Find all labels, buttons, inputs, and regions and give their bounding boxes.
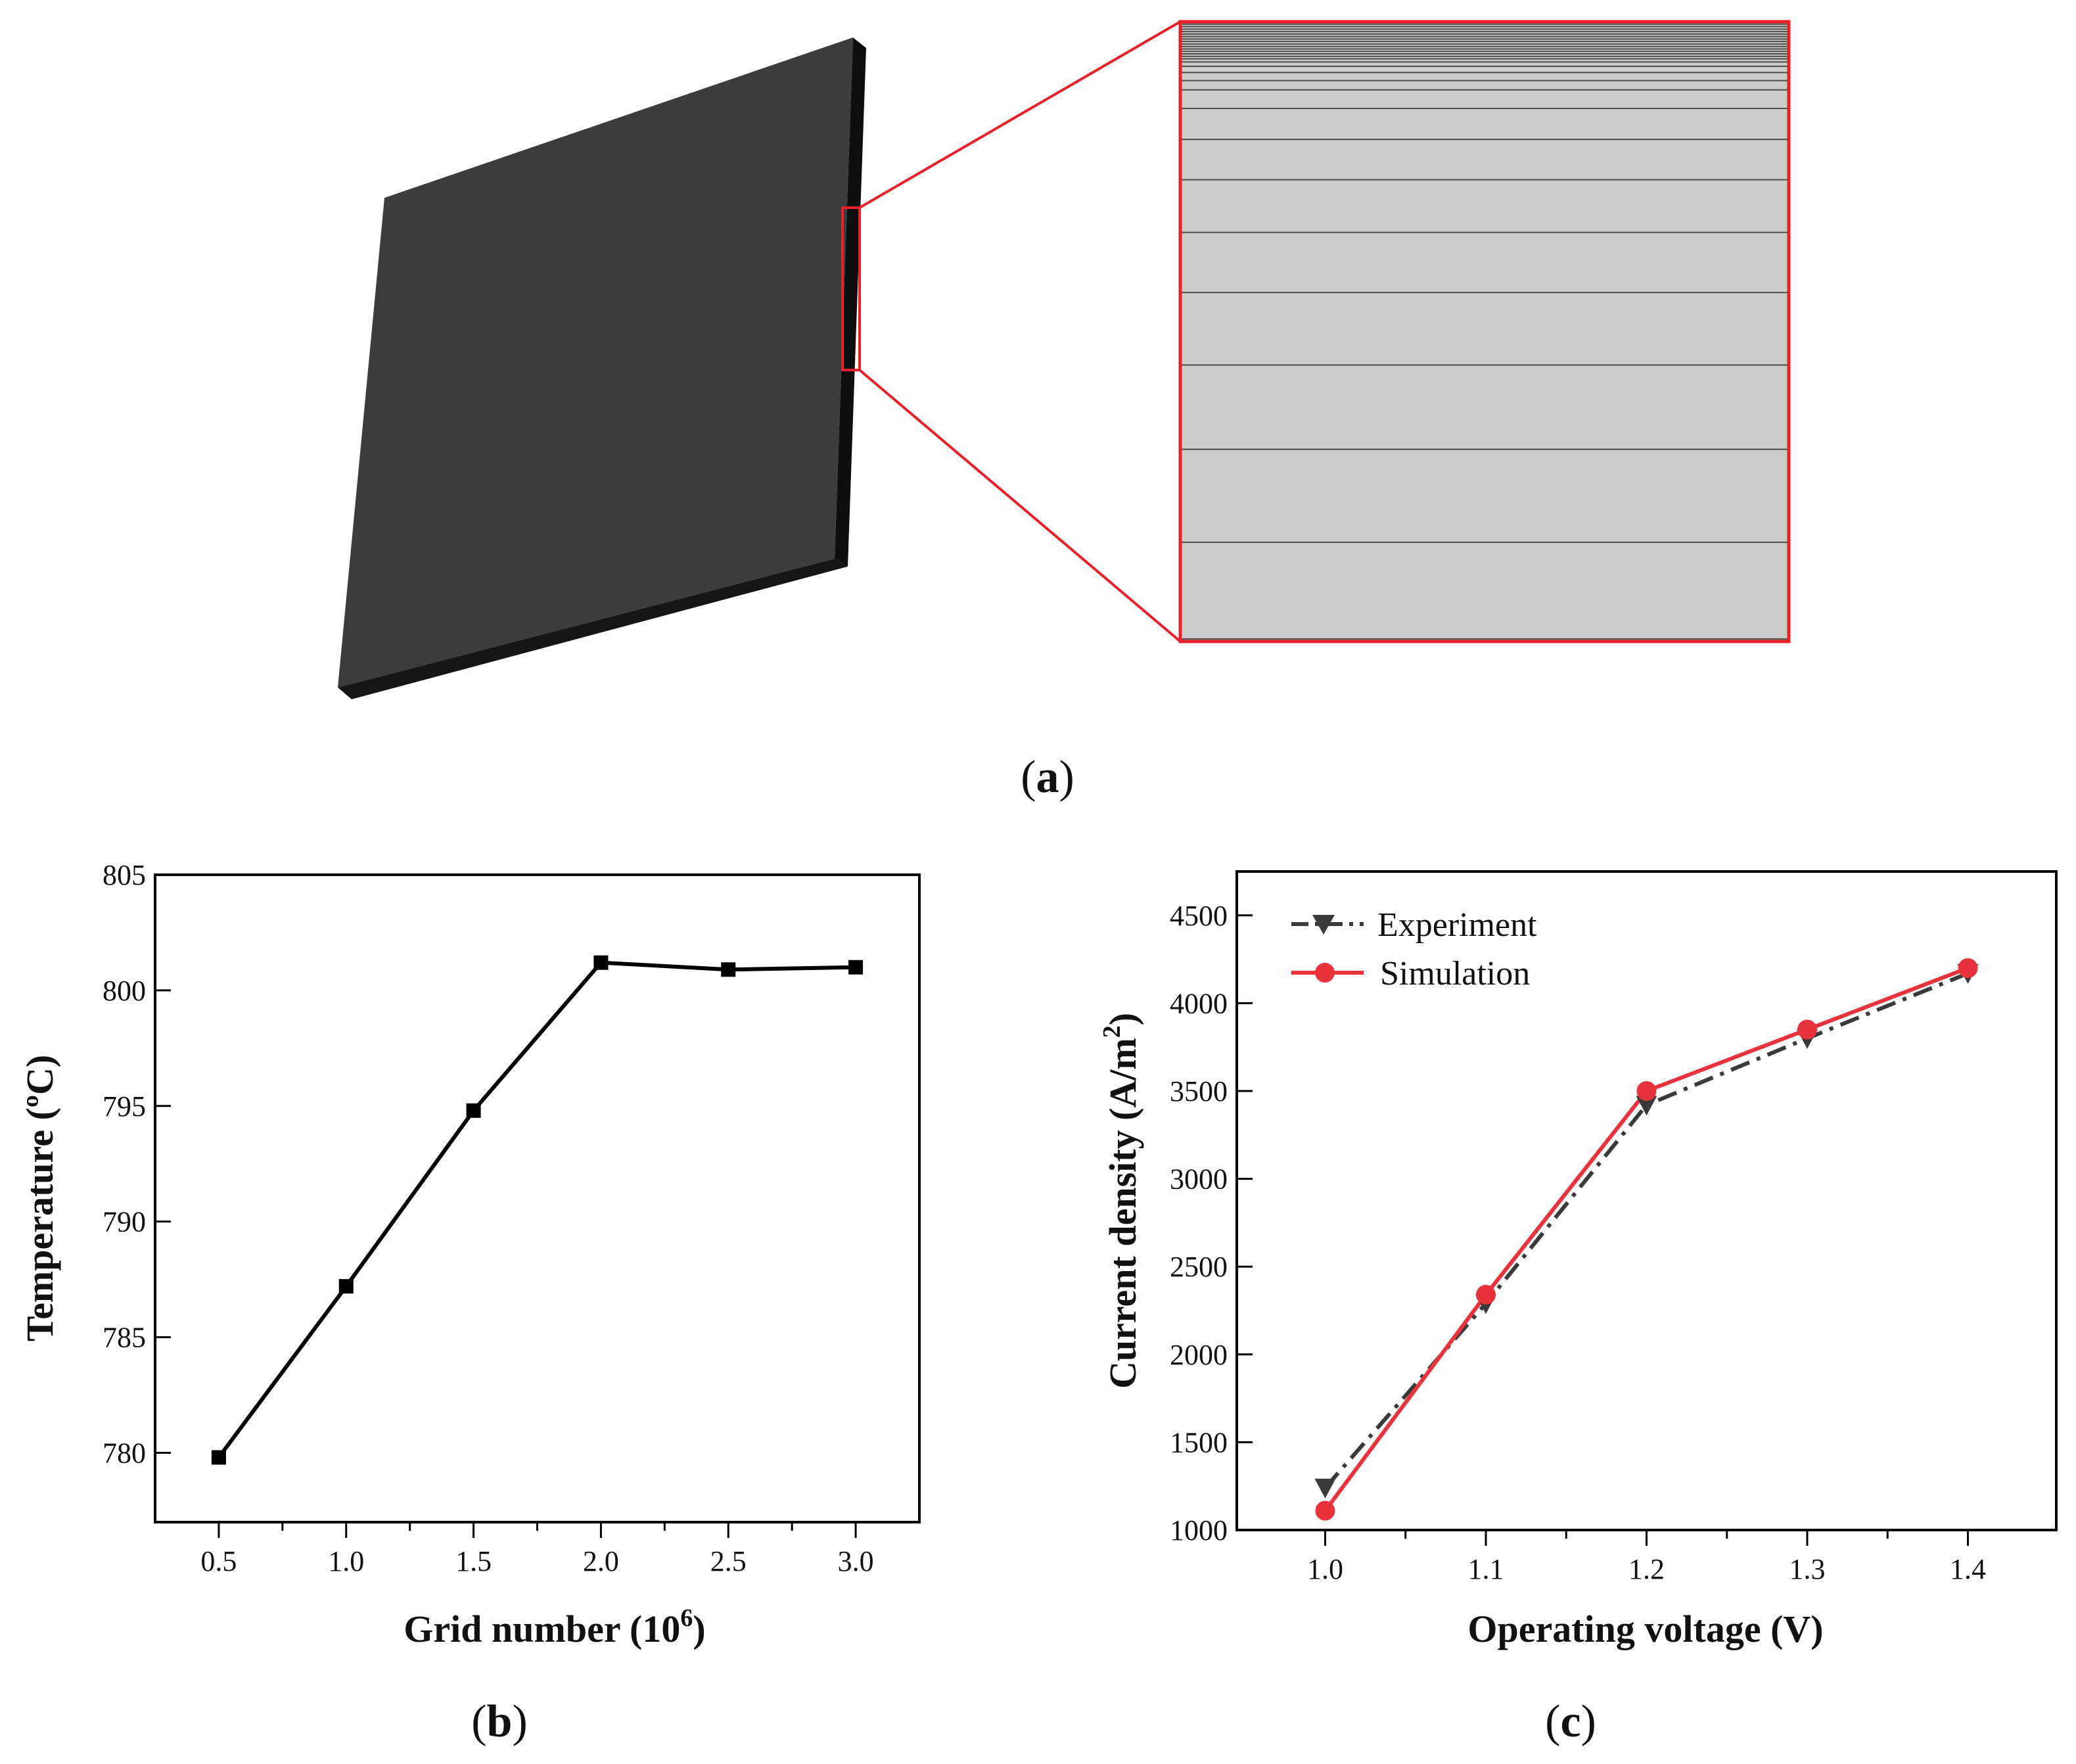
series-line-experiment — [1324, 971, 1969, 1489]
data-point-simulation — [1315, 1500, 1335, 1521]
panel-a: (a) — [338, 20, 1791, 802]
y-tick-label: 4000 — [1170, 987, 1228, 1019]
data-point-simulation — [1475, 1284, 1496, 1305]
x-tick-label: 3.0 — [838, 1545, 874, 1577]
x-tick-label: 1.2 — [1628, 1553, 1665, 1585]
data-point-series0 — [593, 955, 609, 970]
plate-right-edge — [835, 37, 866, 567]
y-tick-label: 3500 — [1170, 1075, 1228, 1107]
x-tick-label: 2.5 — [710, 1545, 747, 1577]
legend-experiment-label: Experiment — [1377, 906, 1537, 944]
y-tick-label: 800 — [103, 975, 146, 1007]
caption-a: (a) — [1021, 752, 1074, 802]
y-tick-label: 2500 — [1170, 1251, 1228, 1283]
legend-item-simulation: Simulation — [1291, 955, 1530, 992]
chart-b-y-ticks: 780 785 790 795 800 805 — [103, 859, 171, 1469]
panel-b: 780 785 790 795 800 805 0.5 1.0 1.5 2.0 2.5 3.0 Gr… — [18, 859, 921, 1747]
y-tick-label: 805 — [103, 859, 146, 891]
zoom-source-box — [841, 206, 861, 371]
x-tick-label: 1.4 — [1950, 1553, 1986, 1585]
chart-b-x-axis-title: Grid number (106) — [404, 1604, 705, 1650]
chart-b-x-ticks: 0.5 1.0 1.5 2.0 2.5 3.0 — [200, 1522, 874, 1577]
y-tick-label: 1500 — [1170, 1426, 1228, 1458]
y-tick-label: 1000 — [1170, 1514, 1228, 1546]
data-point-series0 — [338, 1279, 354, 1294]
y-tick-label: 4500 — [1170, 900, 1228, 932]
x-tick-label: 1.5 — [455, 1545, 492, 1577]
chart-c-y-ticks: 1000 1500 2000 2500 3000 3500 4000 4500 — [1170, 900, 1253, 1546]
x-tick-label: 1.0 — [1307, 1553, 1343, 1585]
y-tick-label: 785 — [103, 1322, 146, 1354]
data-point-simulation — [1636, 1081, 1657, 1101]
series-line-simulation — [1324, 966, 1969, 1512]
caption-b: (b) — [471, 1696, 528, 1747]
data-point-experiment — [1314, 1478, 1336, 1498]
legend-simulation-label: Simulation — [1380, 955, 1530, 992]
data-point-series0 — [848, 960, 864, 975]
mesh-zoom-frame — [1178, 20, 1791, 643]
x-tick-label: 1.1 — [1467, 1553, 1504, 1585]
chart-b-y-axis-title: Temperature (ºC) — [18, 1055, 61, 1341]
data-point-simulation — [1958, 958, 1978, 978]
y-tick-label: 795 — [103, 1090, 146, 1123]
legend-item-experiment: Experiment — [1291, 906, 1537, 944]
legend-experiment-marker — [1312, 915, 1335, 935]
y-tick-label: 3000 — [1170, 1163, 1228, 1195]
x-tick-label: 1.3 — [1789, 1553, 1826, 1585]
data-point-simulation — [1797, 1019, 1818, 1040]
x-tick-label: 1.0 — [328, 1545, 364, 1577]
chart-c-frame — [1235, 870, 2058, 1531]
chart-b-frame — [154, 873, 921, 1523]
mesh-zoom-view — [1178, 20, 1791, 643]
data-point-series0 — [211, 1450, 226, 1465]
data-point-experiment — [1636, 1096, 1657, 1116]
chart-c-x-axis-title: Operating voltage (V) — [1467, 1608, 1823, 1650]
x-tick-label: 0.5 — [200, 1545, 237, 1577]
chart-b-series — [211, 955, 864, 1465]
chart-c-legend: Experiment Simulation — [1291, 906, 1537, 992]
caption-c: (c) — [1545, 1696, 1596, 1747]
mesh-zoom-background — [1180, 22, 1789, 641]
chart-c-series — [1314, 958, 1979, 1521]
zoom-connector-bottom — [858, 369, 1182, 643]
series-line-0 — [217, 960, 856, 1459]
plate-top-face — [338, 37, 853, 687]
y-tick-label: 790 — [103, 1206, 146, 1238]
chart-c-x-ticks: 1.0 1.1 1.2 1.3 1.4 — [1307, 1530, 1986, 1585]
y-tick-label: 2000 — [1170, 1339, 1228, 1371]
chart-c-y-axis-title: Current density (A/m2) — [1098, 1013, 1144, 1389]
zoom-connector-top — [858, 20, 1182, 209]
legend-simulation-marker — [1315, 963, 1335, 983]
data-point-series0 — [466, 1103, 481, 1118]
y-tick-label: 780 — [103, 1437, 146, 1469]
x-tick-label: 2.0 — [583, 1545, 619, 1577]
plate-bottom-edge — [338, 559, 848, 699]
data-point-series0 — [721, 962, 736, 977]
